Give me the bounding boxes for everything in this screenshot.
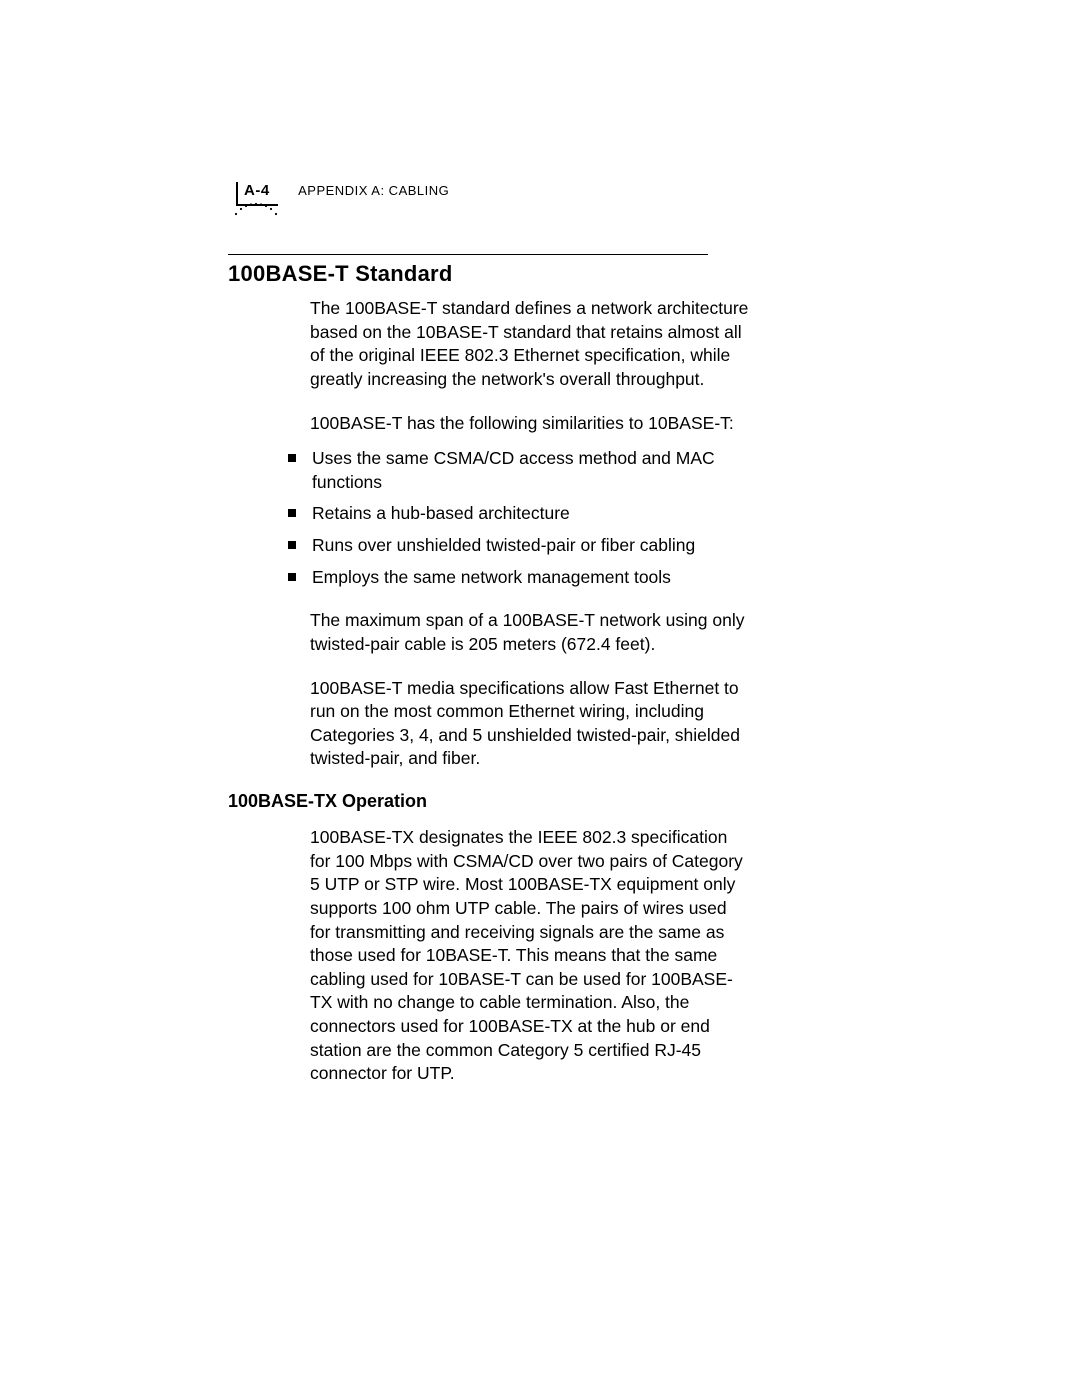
breadcrumb-part: A (298, 183, 307, 198)
paragraph: 100BASE-TX designates the IEEE 802.3 spe… (310, 826, 750, 1086)
list-item: Retains a hub-based architecture (288, 502, 750, 526)
bullet-list: Uses the same CSMA/CD access method and … (288, 447, 750, 589)
content: 100BASE-T Standard The 100BASE-T standar… (228, 254, 852, 1106)
body-block: The 100BASE-T standard defines a network… (310, 297, 750, 435)
page-number: A-4 (244, 182, 270, 199)
paragraph: The maximum span of a 100BASE-T network … (310, 609, 750, 656)
running-header: A-4 APPENDIX A: CABLING (236, 182, 936, 206)
heading-2: 100BASE-TX Operation (228, 791, 852, 812)
paragraph: 100BASE-T has the following similarities… (310, 412, 750, 436)
breadcrumb: APPENDIX A: CABLING (298, 183, 449, 198)
breadcrumb-part: ABLING (399, 183, 450, 198)
list-item: Employs the same network management tool… (288, 566, 750, 590)
paragraph: The 100BASE-T standard defines a network… (310, 297, 750, 392)
body-block: 100BASE-TX designates the IEEE 802.3 spe… (310, 826, 750, 1086)
page: A-4 APPENDIX A: CABLING 100BASE-T Standa… (0, 0, 1080, 1397)
list-item: Runs over unshielded twisted-pair or fib… (288, 534, 750, 558)
heading-1: 100BASE-T Standard (228, 261, 852, 287)
body-block: The maximum span of a 100BASE-T network … (310, 609, 750, 771)
breadcrumb-part: PPENDIX (307, 183, 368, 198)
breadcrumb-part: A: C (368, 183, 399, 198)
list-item: Uses the same CSMA/CD access method and … (288, 447, 750, 494)
section-rule (228, 254, 708, 255)
paragraph: 100BASE-T media specifications allow Fas… (310, 677, 750, 772)
dotted-arc-icon (233, 200, 283, 220)
